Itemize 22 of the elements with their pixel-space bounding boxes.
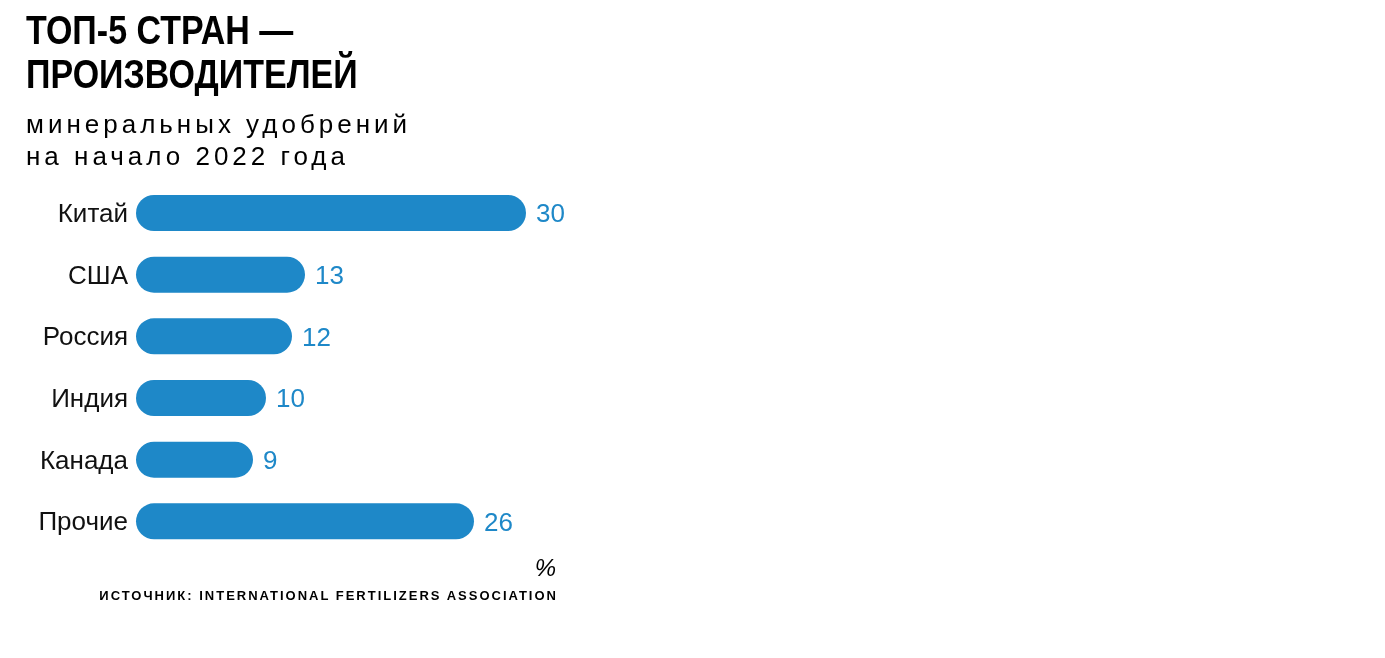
bar xyxy=(136,195,526,231)
y-tick-label: Прочие xyxy=(38,506,128,537)
chart-title: ТОП-5 СТРАН — ПРОИЗВОДИТЕЛЕЙ xyxy=(26,8,359,96)
data-label: 12 xyxy=(302,321,331,352)
bar xyxy=(136,380,266,416)
y-tick-label: Индия xyxy=(51,383,128,414)
x-axis-title: % xyxy=(533,554,556,582)
bar xyxy=(136,318,292,355)
bar xyxy=(136,256,305,293)
y-tick-label: США xyxy=(68,259,129,290)
y-tick-label: Китай xyxy=(57,198,128,229)
data-label: 30 xyxy=(536,198,565,229)
bar xyxy=(136,441,253,478)
text: ИСТОЧНИК: INTERNATIONAL FERTILIZERS ASSOCIATION xyxy=(98,588,558,603)
data-label: 10 xyxy=(276,383,305,414)
data-label: 9 xyxy=(263,444,278,475)
data-label: 26 xyxy=(484,506,513,537)
data-label: 13 xyxy=(315,259,344,290)
chart-subtitle: минеральных удобрений на начало 2022 года xyxy=(26,108,413,172)
bar xyxy=(136,503,474,540)
y-tick-label: Россия xyxy=(42,321,128,352)
y-tick-label: Канада xyxy=(39,444,129,475)
